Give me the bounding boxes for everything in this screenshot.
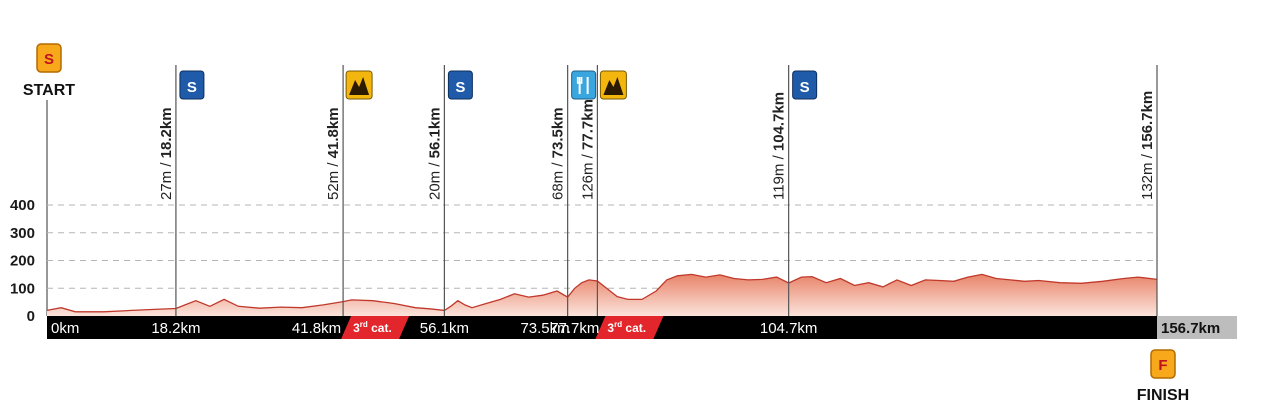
svg-text:S: S [187, 79, 197, 96]
final-distance-box [1157, 316, 1237, 339]
category-badge: 3rd cat. [341, 316, 410, 339]
mountain-climb-icon [345, 70, 373, 100]
finish-flag-icon [1150, 349, 1176, 379]
waypoint-1: 52m / 41.8km [325, 65, 373, 316]
y-tick-label: 200 [10, 253, 35, 270]
waypoint-3: 68m / 73.5km [550, 65, 597, 316]
y-tick-label: 100 [10, 280, 35, 297]
waypoint-label: 52m / 41.8km [325, 107, 342, 200]
finish-badge-letter: F [1158, 357, 1167, 374]
y-tick-label: 300 [10, 225, 35, 242]
km-bar-label: 56.1km [420, 320, 469, 337]
km-bar-label: 41.8km [292, 320, 341, 337]
km-bar-label: 77.7km [550, 320, 599, 337]
waypoint-label: 27m / 18.2km [158, 107, 175, 200]
svg-text:3rd cat.: 3rd cat. [353, 320, 392, 335]
start-label: START [23, 82, 75, 99]
waypoint-4: 126m / 77.7km [579, 65, 627, 316]
start-badge-letter: S [44, 51, 54, 68]
waypoint-5: 119m / 104.7km S [771, 65, 818, 316]
mountain-climb-icon [599, 70, 627, 100]
feed-zone-icon [571, 70, 597, 100]
start-flag-icon [36, 43, 62, 73]
finish-badge: F [1150, 349, 1176, 379]
sprint-icon: S [447, 70, 473, 100]
km-bar-label: 104.7km [760, 320, 818, 337]
svg-text:3rd cat.: 3rd cat. [607, 320, 646, 335]
y-tick-label: 400 [10, 197, 35, 214]
waypoint-label: 132m / 156.7km [1139, 91, 1156, 200]
y-tick-label: 0 [27, 308, 35, 325]
svg-text:S: S [800, 79, 810, 96]
km-bar-label: 73.5km [520, 320, 569, 337]
km-bar-label: 18.2km [151, 320, 200, 337]
gridlines [47, 204, 1157, 289]
category-badge: 3rd cat. [595, 316, 664, 339]
sprint-icon: S [179, 70, 205, 100]
elevation-line [46, 273, 1158, 313]
category-badges: 3rd cat. 3rd cat. [341, 316, 664, 339]
finish-label: FINISH [1137, 387, 1189, 404]
waypoint-label: 126m / 77.7km [579, 99, 596, 200]
waypoint-0: 27m / 18.2km S [158, 65, 205, 316]
waypoint-2: 20m / 56.1km S [426, 65, 473, 316]
waypoint-label: 68m / 73.5km [550, 107, 567, 200]
waypoint-markers: 27m / 18.2km S 52m / 41.8km 20m / 56.1km S 68… [158, 65, 1158, 316]
sprint-icon: S [792, 70, 818, 100]
elevation-area [47, 274, 1157, 316]
start-badge: S [36, 43, 62, 73]
waypoint-6: 132m / 156.7km [1139, 65, 1158, 316]
waypoint-label: 20m / 56.1km [426, 107, 443, 200]
km-bar-label: 0km [51, 320, 79, 337]
y-tick-labels: 0 100 200 300 400 [10, 197, 35, 325]
svg-text:S: S [455, 79, 465, 96]
waypoint-label: 119m / 104.7km [771, 92, 788, 200]
final-distance-label: 156.7km [1161, 320, 1220, 337]
